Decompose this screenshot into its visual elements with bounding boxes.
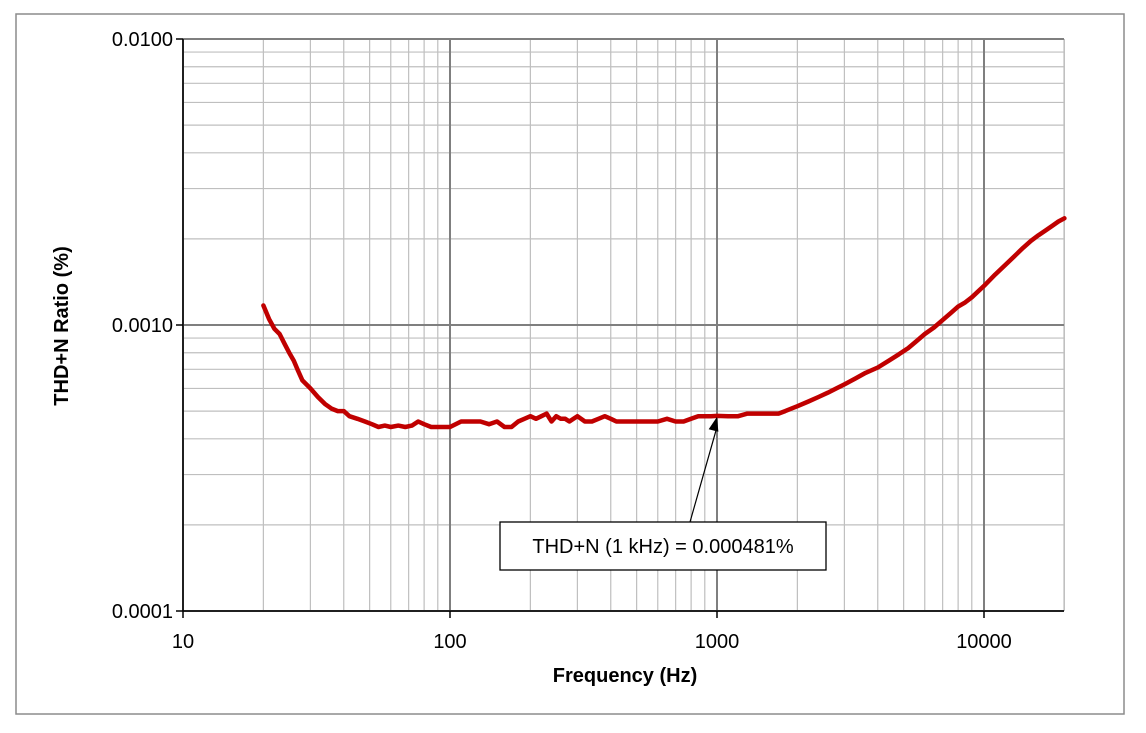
thd-n-series-line bbox=[261, 216, 1067, 430]
annotation-arrow-head bbox=[708, 416, 719, 432]
y-tick-label: 0.0100 bbox=[112, 29, 173, 51]
outer-border bbox=[15, 13, 1125, 715]
tick-labels: 0.0001 0.0010 0.0100 10 100 1000 10000 bbox=[112, 29, 1012, 653]
x-tick-label: 10000 bbox=[956, 631, 1012, 653]
annotation-text: THD+N (1 kHz) = 0.000481% bbox=[532, 536, 793, 558]
x-tick-label: 10 bbox=[172, 631, 194, 653]
y-axis-label: THD+N Ratio (%) bbox=[51, 246, 73, 405]
y-tick-label: 0.0010 bbox=[112, 315, 173, 337]
annotation-arrow-line bbox=[689, 426, 718, 523]
x-tick-label: 100 bbox=[433, 631, 466, 653]
annotation-box bbox=[499, 521, 827, 571]
x-tick-label: 1000 bbox=[695, 631, 740, 653]
annotation: THD+N (1 kHz) = 0.000481% bbox=[499, 416, 827, 571]
x-axis-label: Frequency (Hz) bbox=[553, 665, 697, 687]
y-tick-label: 0.0001 bbox=[112, 601, 173, 623]
axes bbox=[176, 38, 1064, 618]
